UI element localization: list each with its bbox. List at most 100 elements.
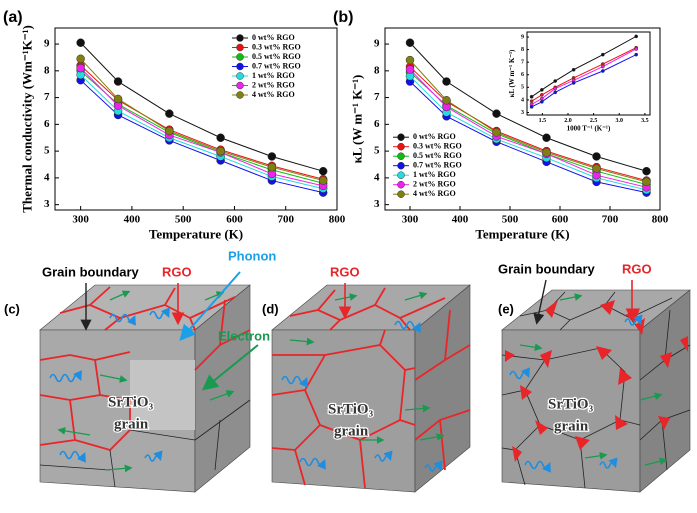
series-line xyxy=(409,42,647,172)
legend-marker xyxy=(397,142,405,151)
series-line xyxy=(409,81,647,194)
panel-label: (d) xyxy=(262,301,279,316)
data-point xyxy=(442,96,451,105)
data-point xyxy=(492,128,501,137)
x-tick-label: 800 xyxy=(652,213,669,225)
panel-label: (b) xyxy=(333,9,353,26)
series-line xyxy=(531,54,637,108)
y-tick-label: 3 xyxy=(44,198,50,210)
material-label: SrTiO₃ xyxy=(548,396,594,412)
x-tick-label: 400 xyxy=(124,213,141,225)
y-tick-label: 7 xyxy=(521,60,524,66)
x-tick-label: 300 xyxy=(72,213,89,225)
grain-label: grain xyxy=(554,418,589,434)
series-line xyxy=(80,74,324,190)
data-point xyxy=(642,177,651,187)
y-axis-title: κL (W m⁻¹ K⁻¹) xyxy=(350,75,365,164)
legend-marker xyxy=(236,62,244,71)
data-point xyxy=(592,164,601,173)
y-tick-label: 6 xyxy=(374,118,380,130)
panel-label: (a) xyxy=(3,9,23,26)
y-tick-label: 8 xyxy=(374,64,380,76)
data-point xyxy=(529,99,534,104)
data-point xyxy=(553,86,558,91)
series-line xyxy=(80,65,324,180)
grain-label: grain xyxy=(114,416,149,432)
y-axis-title: κL (W m⁻¹ K⁻¹) xyxy=(508,49,516,97)
data-point xyxy=(76,54,85,64)
electron-label: Electron xyxy=(218,328,270,343)
y-tick-label: 8 xyxy=(521,47,524,53)
y-tick-label: 3 xyxy=(521,110,524,116)
data-point xyxy=(267,162,277,172)
data-point xyxy=(642,166,651,176)
y-tick-label: 5 xyxy=(521,85,524,91)
legend-label: 0.7 wt% RGO xyxy=(252,61,301,70)
data-point xyxy=(634,34,639,39)
legend-label: 0 wt% RGO xyxy=(252,33,295,42)
data-point xyxy=(634,47,639,51)
data-point xyxy=(540,93,544,97)
data-point xyxy=(442,77,451,86)
legend-marker xyxy=(236,43,244,52)
rgo-label: RGO xyxy=(162,264,192,279)
rgo-label: RGO xyxy=(622,261,652,276)
legend-label: 2 wt% RGO xyxy=(252,80,295,89)
grain-label: grain xyxy=(334,423,369,439)
data-point xyxy=(540,87,544,92)
grain-boundary-label: Grain boundary xyxy=(498,261,596,276)
legend-marker xyxy=(397,152,405,160)
data-point xyxy=(540,96,544,101)
data-point xyxy=(76,63,85,73)
x-tick-label: 800 xyxy=(329,213,346,225)
legend-label: 0.3 wt% RGO xyxy=(413,142,462,151)
data-point xyxy=(267,152,277,161)
legend-marker xyxy=(236,91,244,99)
x-tick-label: 700 xyxy=(602,213,619,225)
schematic-c: (c) Grain boundary RGO Phonon Electron S… xyxy=(4,248,276,493)
data-point xyxy=(318,166,328,176)
legend-label: 1 wt% RGO xyxy=(252,71,295,80)
y-tick-label: 9 xyxy=(44,38,50,50)
y-tick-label: 9 xyxy=(374,38,380,50)
x-tick-label: 1.5 xyxy=(539,118,547,124)
y-tick-label: 4 xyxy=(521,97,524,103)
x-tick-label: 2.5 xyxy=(590,118,598,124)
data-point xyxy=(601,52,605,57)
y-tick-label: 3 xyxy=(374,198,380,210)
x-tick-label: 400 xyxy=(452,213,469,225)
y-tick-label: 6 xyxy=(44,118,50,130)
y-tick-label: 8 xyxy=(44,64,50,76)
series-line xyxy=(409,75,647,191)
x-tick-label: 700 xyxy=(277,213,294,225)
y-tick-label: 5 xyxy=(44,145,50,157)
series-line xyxy=(531,35,637,98)
series-line xyxy=(80,58,324,182)
x-tick-label: 500 xyxy=(502,213,519,225)
y-tick-label: 5 xyxy=(374,145,380,157)
data-point xyxy=(492,109,501,118)
data-point xyxy=(165,126,174,136)
data-point xyxy=(634,52,639,57)
data-point xyxy=(540,99,544,104)
data-point xyxy=(529,104,534,109)
y-tick-label: 6 xyxy=(521,72,524,78)
legend-marker xyxy=(397,133,405,141)
data-point xyxy=(553,79,558,83)
charts: 300 400 500 600 700 800 3 4 5 6 7 8 9 Temperature (K)… xyxy=(3,9,669,241)
data-point xyxy=(542,148,551,157)
data-point xyxy=(405,55,415,65)
x-tick-label: 2.0 xyxy=(564,118,572,124)
y-tick-label: 4 xyxy=(374,171,380,183)
legend-label: 1 wt% RGO xyxy=(413,170,456,179)
material-label: SrTiO₃ xyxy=(108,394,154,410)
series-line xyxy=(80,67,324,187)
series-line xyxy=(409,69,647,188)
data-point xyxy=(405,65,415,74)
y-tick-label: 9 xyxy=(521,34,524,40)
legend-label: 0.7 wt% RGO xyxy=(413,161,462,170)
grain-boundary-label: Grain boundary xyxy=(42,264,140,279)
x-tick-label: 600 xyxy=(226,213,243,225)
legend-marker xyxy=(236,81,244,90)
